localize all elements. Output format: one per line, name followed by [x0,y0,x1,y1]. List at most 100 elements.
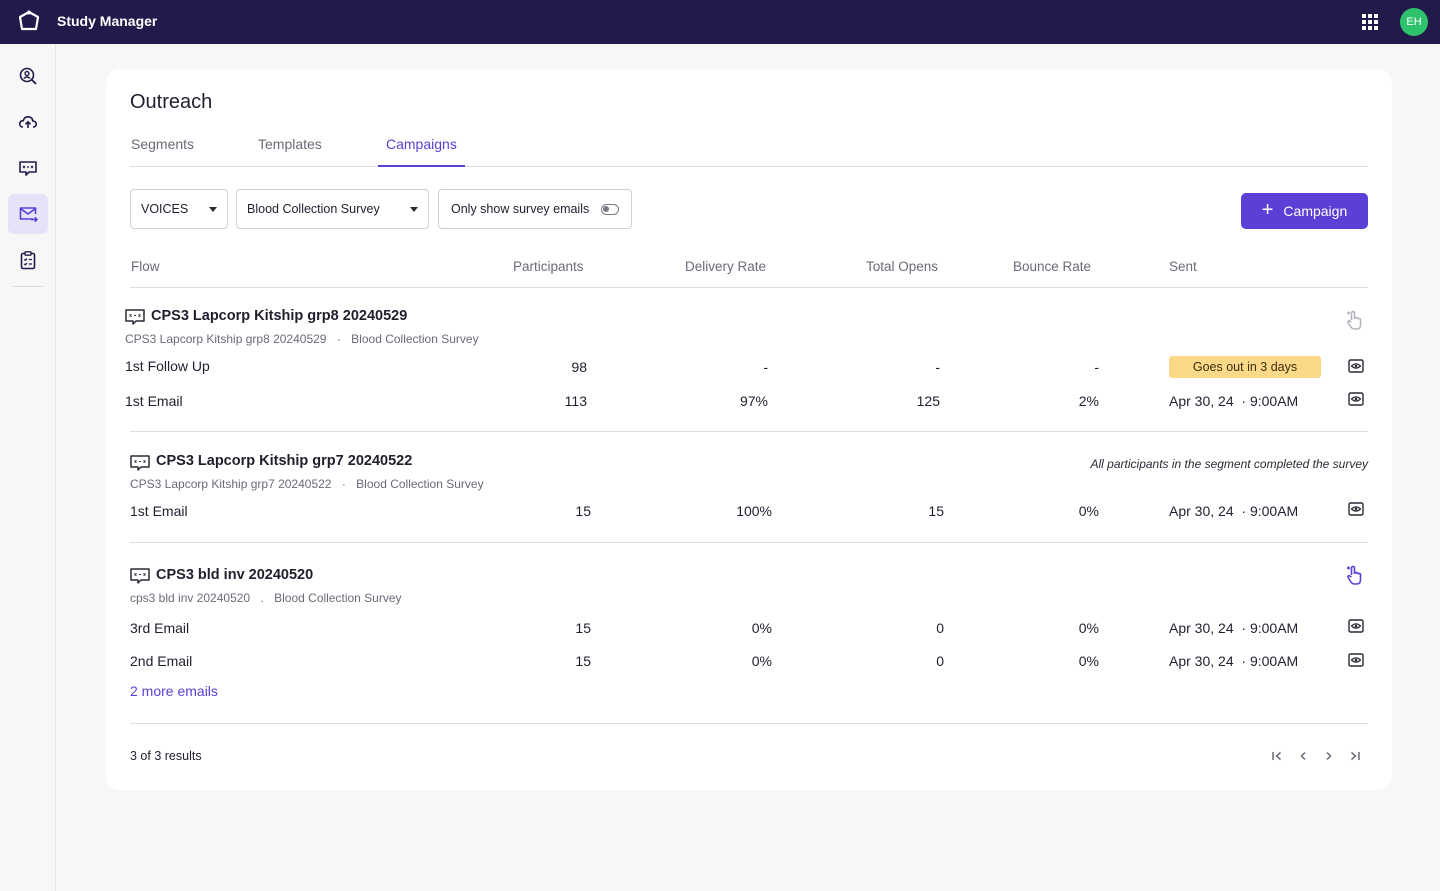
status-badge: Goes out in 3 days [1169,356,1321,378]
flow-survey: Blood Collection Survey [351,332,479,346]
total-opens-value: - [935,359,940,375]
clipboard-icon [20,251,36,270]
survey-emails-toggle[interactable] [601,204,619,215]
survey-emails-filter[interactable]: Only show survey emails [438,189,632,229]
flow-segment: CPS3 Lapcorp Kitship grp7 20240522 [130,477,332,491]
flow-title[interactable]: CPS3 Lapcorp Kitship grp7 20240522 [156,453,413,469]
flow-divider [130,431,1368,432]
sent-timestamp: Apr 30, 24 · 9:00AM [1169,653,1298,669]
sent-date: Apr 30, 24 [1169,620,1234,636]
total-opens-value: 125 [916,393,940,409]
previous-page-icon[interactable] [1296,749,1310,763]
mail-send-icon [19,207,38,223]
message-icon [125,309,145,325]
separator-dot: · [341,477,346,491]
sidebar-item-tasks[interactable] [8,240,48,280]
sent-time: · 9:00AM [1241,393,1299,409]
tab-campaigns[interactable]: Campaigns [378,136,465,167]
flow-subtitle: CPS3 Lapcorp Kitship grp8 20240529 · Blo… [125,332,479,346]
outreach-card: Outreach Segments Templates Campaigns VO… [106,69,1392,790]
survey-select[interactable]: Blood Collection Survey [236,189,429,229]
tab-templates[interactable]: Templates [258,136,322,152]
flow-segment: cps3 bld inv 20240520 [130,591,251,605]
delivery-rate-value: 0% [751,653,772,669]
bounce-rate-value: - [1094,359,1099,375]
tab-segments[interactable]: Segments [131,136,195,152]
avatar[interactable]: EH [1400,8,1428,36]
sent-time: · 9:00AM [1241,653,1299,669]
sidebar-item-outreach[interactable] [8,194,48,234]
study-select-value: VOICES [141,202,189,216]
sent-timestamp: Apr 30, 24 · 9:00AM [1169,393,1298,409]
sidebar-item-messages[interactable] [8,148,48,188]
message-icon [130,455,150,471]
flow-title[interactable]: CPS3 Lapcorp Kitship grp8 20240529 [151,308,408,324]
sent-timestamp: Apr 30, 24 · 9:00AM [1169,620,1298,636]
bounce-rate-value: 0% [1078,620,1099,636]
column-header-participants: Participants [513,259,584,274]
page-title: Outreach [130,91,213,113]
delivery-rate-value: 0% [751,620,772,636]
sent-time: · 9:00AM [1241,503,1299,519]
column-header-flow: Flow [131,259,160,274]
message-icon [130,568,150,584]
total-opens-value: 15 [928,503,944,519]
bounce-rate-value: 0% [1078,653,1099,669]
flow-subtitle: cps3 bld inv 20240520 . Blood Collection… [130,591,402,605]
sent-timestamp: Apr 30, 24 · 9:00AM [1169,503,1298,519]
sent-date: Apr 30, 24 [1169,503,1234,519]
flow-subtitle: CPS3 Lapcorp Kitship grp7 20240522 · Blo… [130,477,484,491]
separator-dot: . [260,591,264,605]
column-header-delivery-rate: Delivery Rate [685,259,767,274]
sidebar-item-upload[interactable] [8,102,48,142]
sent-date: Apr 30, 24 [1169,393,1234,409]
preview-eye-icon[interactable] [1348,392,1364,406]
participants-value: 15 [575,653,591,669]
apps-grid-icon[interactable] [1362,14,1378,30]
app-title: Study Manager [57,13,158,29]
sidebar-item-search-participants[interactable] [8,56,48,96]
last-page-icon[interactable] [1348,749,1362,763]
app-logo-icon[interactable] [16,9,42,35]
column-header-sent: Sent [1169,259,1197,274]
flow-survey: Blood Collection Survey [356,477,484,491]
sidebar [0,44,56,891]
survey-emails-toggle-label: Only show survey emails [451,202,590,216]
next-page-icon[interactable] [1322,749,1336,763]
column-header-bounce-rate: Bounce Rate [1013,259,1092,274]
results-count: 3 of 3 results [130,749,202,763]
chevron-down-icon [410,207,418,212]
pointer-hand-icon[interactable] [1345,564,1365,586]
add-campaign-button[interactable]: + Campaign [1241,193,1368,229]
sent-date: Apr 30, 24 [1169,653,1234,669]
preview-eye-icon[interactable] [1348,502,1364,516]
email-row-label: 1st Email [130,503,188,519]
total-opens-value: 0 [936,620,944,636]
top-bar: Study Manager EH [0,0,1440,44]
flow-survey: Blood Collection Survey [274,591,402,605]
footer-divider [130,723,1368,724]
email-row-label: 2nd Email [130,653,193,669]
flow-segment: CPS3 Lapcorp Kitship grp8 20240529 [125,332,327,346]
preview-eye-icon[interactable] [1348,653,1364,667]
delivery-rate-value: 97% [739,393,768,409]
separator-dot: · [336,332,341,346]
participants-value: 98 [571,359,587,375]
first-page-icon[interactable] [1270,749,1284,763]
preview-eye-icon[interactable] [1348,359,1364,373]
flow-title[interactable]: CPS3 bld inv 20240520 [156,567,314,583]
study-select[interactable]: VOICES [130,189,228,229]
sidebar-divider [13,286,43,287]
participants-value: 113 [564,393,587,409]
flow-divider [130,542,1368,543]
column-header-total-opens: Total Opens [866,259,939,274]
preview-eye-icon[interactable] [1348,619,1364,633]
total-opens-value: 0 [936,653,944,669]
bounce-rate-value: 2% [1078,393,1099,409]
search-user-icon [19,67,37,85]
more-emails-link[interactable]: 2 more emails [130,683,218,699]
pointer-hand-icon[interactable] [1345,309,1365,331]
add-campaign-label: Campaign [1283,203,1348,219]
delivery-rate-value: - [763,359,768,375]
tab-bar: Segments Templates Campaigns [130,133,1368,167]
